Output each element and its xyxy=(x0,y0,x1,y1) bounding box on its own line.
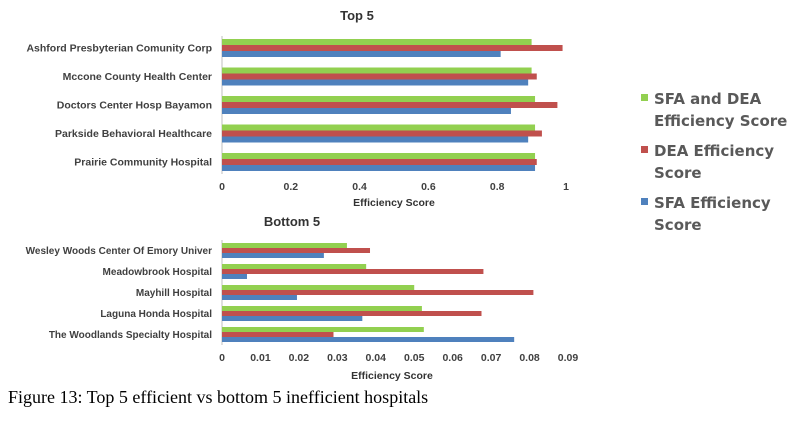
x-tick-label: 1 xyxy=(563,181,569,193)
x-tick-label: 0.8 xyxy=(490,181,505,193)
bar xyxy=(222,39,532,45)
bar xyxy=(222,327,424,332)
legend-label-line1: SFA and DEA xyxy=(654,90,762,108)
bar xyxy=(222,264,367,269)
bar xyxy=(222,165,536,171)
legend-label-line2: Efficiency Score xyxy=(654,112,788,130)
bar xyxy=(222,108,511,114)
bar xyxy=(222,311,482,316)
bar xyxy=(222,153,536,159)
bar xyxy=(222,51,501,57)
x-tick-label: 0.03 xyxy=(327,352,348,364)
bar xyxy=(222,285,415,290)
legend-label-line2: Score xyxy=(654,216,702,234)
category-label: Mayhill Hospital xyxy=(136,288,212,299)
x-tick-label: 0 xyxy=(219,352,225,364)
bar xyxy=(222,295,297,300)
x-tick-label: 0.04 xyxy=(366,352,387,364)
legend-item-sfa: SFA Efficiency Score xyxy=(641,192,791,236)
bar xyxy=(222,67,532,74)
x-tick-label: 0.07 xyxy=(481,352,502,364)
bar xyxy=(222,45,563,51)
category-label: Meadowbrook Hospital xyxy=(103,267,213,278)
category-label: Parkside Behavioral Healthcare xyxy=(55,128,212,140)
bar xyxy=(222,332,334,337)
category-label: Prairie Community Hospital xyxy=(74,157,212,169)
bar xyxy=(222,243,347,248)
legend-swatch-dea xyxy=(641,146,648,153)
legend-label-line2: Score xyxy=(654,164,702,182)
legend-item-dea: DEA Efficiency Score xyxy=(641,140,791,184)
x-tick-label: 0.02 xyxy=(289,352,310,364)
x-tick-label: 0.6 xyxy=(421,181,436,193)
category-label: Ashford Presbyterian Comunity Corp xyxy=(26,43,212,55)
bar xyxy=(222,337,515,342)
category-label: Doctors Center Hosp Bayamon xyxy=(57,100,212,112)
bar xyxy=(222,79,529,86)
bar xyxy=(222,269,484,274)
bar xyxy=(222,124,536,131)
bar xyxy=(222,96,536,102)
bar xyxy=(222,159,537,165)
legend-swatch-sfa xyxy=(641,198,648,205)
bar xyxy=(222,274,247,279)
x-tick-label: 0.08 xyxy=(519,352,540,364)
bar xyxy=(222,136,529,143)
x-tick-label: 0.05 xyxy=(404,352,425,364)
legend-label-line1: DEA Efficiency xyxy=(654,142,775,160)
category-label: Laguna Honda Hospital xyxy=(100,309,212,320)
x-tick-label: 0.06 xyxy=(442,352,463,364)
x-tick-label: 0.09 xyxy=(558,352,579,364)
x-tick-label: 0.01 xyxy=(250,352,271,364)
legend: SFA and DEA Efficiency Score DEA Efficie… xyxy=(641,88,791,244)
bar xyxy=(222,253,324,258)
x-axis-title: Efficiency Score xyxy=(353,197,435,209)
bar xyxy=(222,73,537,80)
bar xyxy=(222,290,534,295)
category-label: The Woodlands Specialty Hospital xyxy=(49,330,212,341)
x-tick-label: 0.4 xyxy=(352,181,367,193)
figure-caption: Figure 13: Top 5 efficient vs bottom 5 i… xyxy=(8,387,429,407)
bar xyxy=(222,316,363,321)
legend-swatch-sfa-and-dea xyxy=(641,94,648,101)
x-tick-label: 0 xyxy=(219,181,225,193)
legend-item-sfa-and-dea: SFA and DEA Efficiency Score xyxy=(641,88,791,132)
legend-label-line1: SFA Efficiency xyxy=(654,194,771,212)
chart-title: Top 5 xyxy=(340,8,374,23)
category-label: Wesley Woods Center Of Emory Univer xyxy=(26,246,212,257)
category-label: Mccone County Health Center xyxy=(63,71,212,83)
chart-title: Bottom 5 xyxy=(264,214,320,229)
bar xyxy=(222,306,422,311)
bar xyxy=(222,130,542,137)
x-axis-title: Efficiency Score xyxy=(351,370,433,382)
bar xyxy=(222,102,558,108)
bar xyxy=(222,248,371,253)
x-tick-label: 0.2 xyxy=(283,181,298,193)
